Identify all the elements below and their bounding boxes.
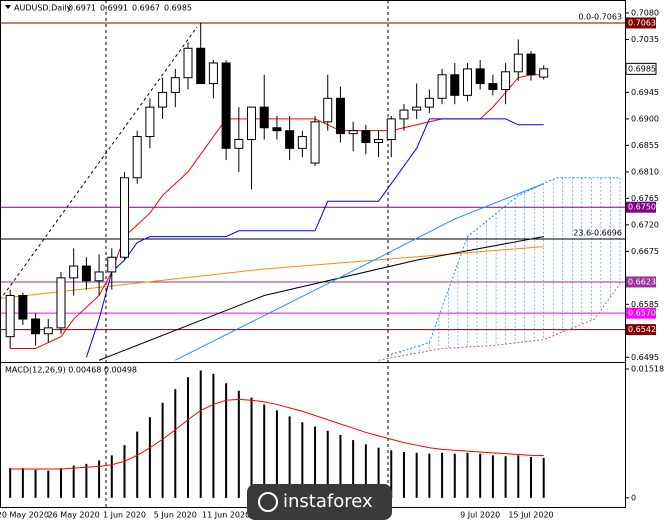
indicator-line xyxy=(391,177,620,355)
candle-body xyxy=(285,130,295,149)
indicator-line xyxy=(98,236,544,361)
level-label-box xyxy=(626,201,656,213)
candle-body xyxy=(107,256,117,273)
level-label: 0.7063 xyxy=(628,18,656,27)
candle-body xyxy=(18,294,28,320)
level-label-box xyxy=(626,17,656,29)
y-tick-label: 0 xyxy=(631,493,636,502)
candle-body xyxy=(335,97,345,135)
indicator-line xyxy=(85,118,544,358)
candle-body xyxy=(462,68,472,96)
x-tick-label: 1 Jun 2020 xyxy=(103,511,146,520)
candle-body xyxy=(501,71,511,90)
level-label: 0.6750 xyxy=(628,203,656,212)
candle-body xyxy=(183,47,193,79)
macd-title: MACD(12,26,9) 0.00468 0.00498 xyxy=(5,366,137,375)
candle-body xyxy=(31,318,41,335)
candle-body xyxy=(56,277,66,329)
candle-body xyxy=(539,68,549,78)
indicator-line xyxy=(175,183,544,361)
y-tick-label: 0.6585 xyxy=(631,300,659,309)
x-tick-label: 20 May 2020 xyxy=(0,511,49,520)
candle-body xyxy=(221,62,231,149)
level-annotation: 0.0-0.7063 xyxy=(578,12,622,21)
candle-body xyxy=(208,62,218,85)
candle-body xyxy=(43,327,53,335)
candle-body xyxy=(234,139,244,149)
watermark-text: instaforex xyxy=(283,491,373,512)
candle-body xyxy=(437,74,447,99)
x-tick-label: 9 Jul 2020 xyxy=(460,511,500,520)
level-label: 0.6570 xyxy=(628,309,656,318)
y-tick-label: 0.6855 xyxy=(631,141,659,150)
candle-body xyxy=(374,139,384,143)
y-tick-label: 0.7035 xyxy=(631,35,659,44)
level-label-box xyxy=(626,324,656,336)
y-tick-label: 0.6810 xyxy=(631,167,659,176)
x-tick-label: 11 Jun 2020 xyxy=(202,511,250,520)
header-value: 0.6991 xyxy=(100,4,128,13)
candle-body xyxy=(323,97,333,123)
level-label-box xyxy=(626,307,656,319)
watermark: instaforex xyxy=(247,484,392,520)
y-tick-label: 0.6675 xyxy=(631,247,659,256)
chart-title: AUDUSD,Daily xyxy=(14,4,72,13)
header-value: 0.6967 xyxy=(132,4,160,13)
candle-body xyxy=(297,136,307,149)
candle-body xyxy=(475,68,485,85)
candle-body xyxy=(145,106,155,138)
level-label: 0.6542 xyxy=(628,325,656,334)
y-tick-label: 0.6495 xyxy=(631,353,659,362)
candle-body xyxy=(94,271,104,282)
candle-body xyxy=(259,106,269,129)
watermark-logo xyxy=(258,492,278,512)
candle-body xyxy=(170,77,180,93)
x-tick-label: 5 Jun 2020 xyxy=(154,511,197,520)
collapse-icon xyxy=(5,5,11,9)
level-label: 0.6623 xyxy=(628,277,656,286)
y-tick-label: 0.6900 xyxy=(631,114,659,123)
candle-body xyxy=(424,97,434,108)
x-tick-label: 15 Jul 2020 xyxy=(508,511,553,520)
level-label-box xyxy=(626,276,656,288)
watermark-box xyxy=(247,484,392,520)
x-tick-label: 26 May 2020 xyxy=(48,511,100,520)
header-value: 0.6971 xyxy=(68,4,96,13)
header-value: 0.6985 xyxy=(164,4,192,13)
candle-body xyxy=(69,265,79,279)
candle-body xyxy=(119,177,129,258)
signal-line xyxy=(10,398,544,470)
candle-body xyxy=(513,53,523,73)
indicator-line xyxy=(378,283,621,361)
candle-body xyxy=(272,127,282,132)
candle-body xyxy=(132,136,142,179)
last-price-label: 0.6985 xyxy=(628,64,656,73)
level-annotation: 23.6-0.6696 xyxy=(573,228,622,237)
candle-body xyxy=(196,47,206,85)
candle-body xyxy=(412,106,422,111)
y-tick-label: 0.6945 xyxy=(631,88,659,97)
candle-body xyxy=(247,106,257,141)
candle-body xyxy=(310,121,320,164)
candle-body xyxy=(488,83,498,90)
y-tick-label: 0.6720 xyxy=(631,220,659,229)
candle-body xyxy=(450,74,460,96)
trend-line xyxy=(0,26,198,301)
y-tick-label: 0.6765 xyxy=(631,194,659,203)
candle-body xyxy=(81,265,91,282)
candle-body xyxy=(399,109,409,120)
candle-body xyxy=(348,130,358,135)
y-tick-label: 0.7080 xyxy=(631,8,659,17)
y-tick-label: 0.01518 xyxy=(631,364,664,373)
candle-body xyxy=(5,294,15,338)
candle-body xyxy=(386,118,396,141)
candle-body xyxy=(526,53,536,76)
candle-body xyxy=(361,130,371,143)
candle-body xyxy=(158,91,168,108)
